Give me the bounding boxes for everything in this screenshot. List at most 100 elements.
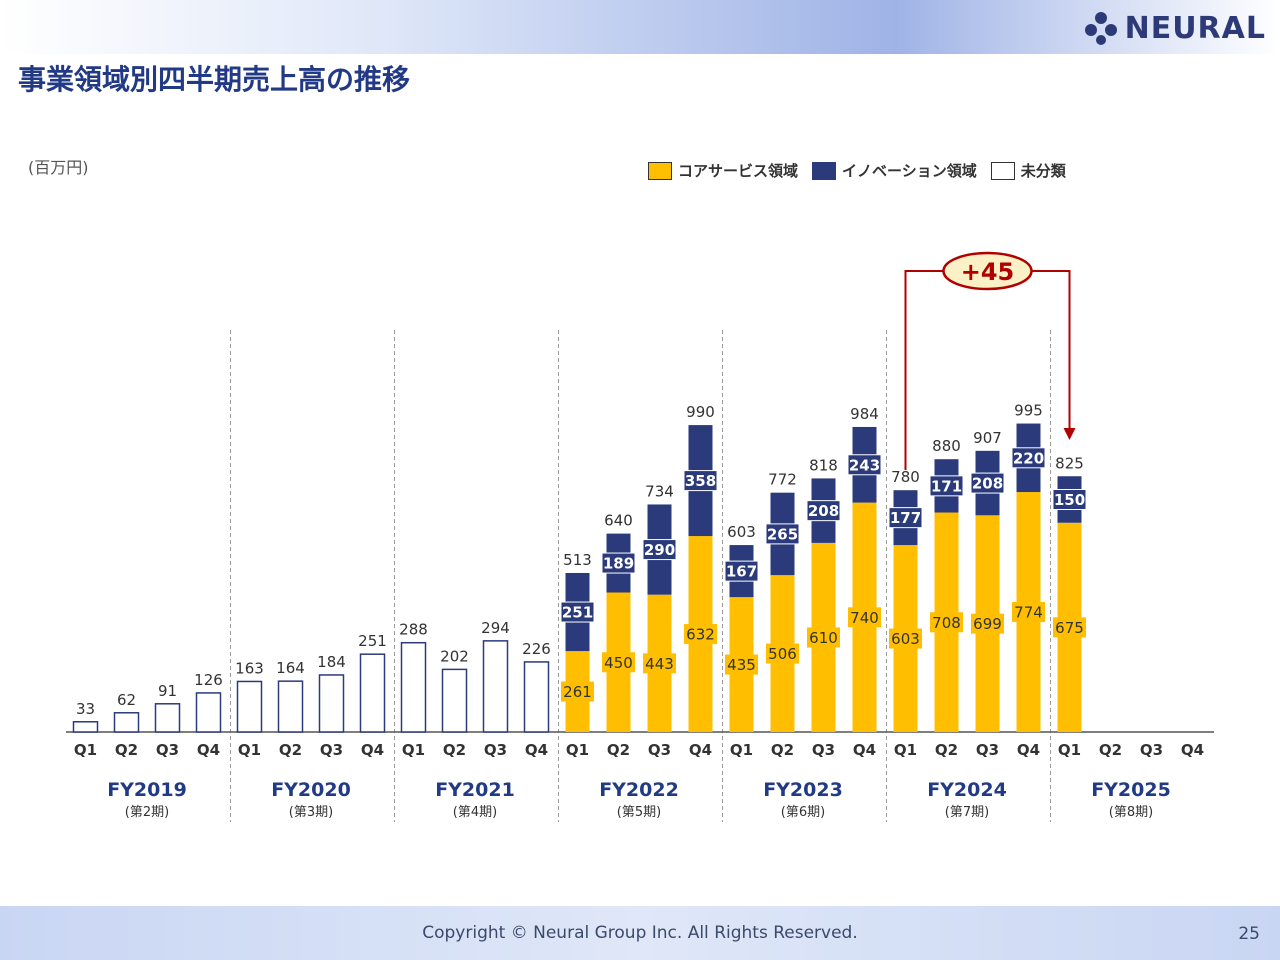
bar-total-label: 907 <box>973 429 1002 447</box>
bar-total-label: 640 <box>604 512 633 530</box>
core-value-label-bg <box>1012 602 1045 623</box>
core-value-label-bg <box>602 652 635 673</box>
page-number: 25 <box>1238 924 1260 944</box>
fiscal-year-label: FY2022 <box>599 779 679 801</box>
quarter-tick-label: Q4 <box>525 741 548 759</box>
fiscal-year-label: FY2021 <box>435 779 515 801</box>
quarter-tick-label: Q2 <box>607 741 630 759</box>
legend-label-core: コアサービス領域 <box>678 162 799 180</box>
innovation-value-label: 189 <box>603 555 634 573</box>
innovation-value-label-bg <box>560 601 595 623</box>
quarter-tick-label: Q4 <box>689 741 712 759</box>
fiscal-period-label: (第4期) <box>453 805 497 820</box>
annotation-arrowhead <box>1063 428 1076 440</box>
bar-total-label: 772 <box>768 471 797 489</box>
bar-unclassified <box>236 680 263 733</box>
fiscal-year-label: FY2023 <box>763 779 843 801</box>
bar-total-label: 91 <box>158 682 177 700</box>
bar-total-label: 294 <box>481 619 510 637</box>
quarter-tick-label: Q3 <box>976 741 999 759</box>
bar-unclassified <box>441 668 468 733</box>
quarter-tick-label: Q2 <box>115 741 138 759</box>
bar-total-label: 603 <box>727 523 756 541</box>
legend-item-unclassified: 未分類 <box>990 160 1066 181</box>
legend-label-unclassified: 未分類 <box>1020 162 1066 180</box>
core-value-label: 708 <box>932 614 961 632</box>
innovation-value-label-bg <box>683 470 718 492</box>
copyright-text: Copyright © Neural Group Inc. All Rights… <box>422 923 858 943</box>
core-value-label: 740 <box>850 609 879 627</box>
bar-unclassified <box>482 640 509 733</box>
quarter-tick-label: Q4 <box>197 741 220 759</box>
core-value-label-bg <box>643 653 676 674</box>
bar-total-label: 734 <box>645 482 674 500</box>
core-value-label-bg <box>766 643 799 664</box>
core-value-label: 774 <box>1014 604 1043 622</box>
quarter-tick-label: Q2 <box>443 741 466 759</box>
core-value-label: 675 <box>1055 619 1084 637</box>
page-title: 事業領域別四半期売上高の推移 <box>18 63 411 96</box>
core-value-label-bg <box>807 627 840 648</box>
core-value-label-bg <box>725 654 758 675</box>
core-value-label-bg <box>1053 617 1086 638</box>
bar-total-label: 251 <box>358 632 387 650</box>
core-value-label-bg <box>971 613 1004 634</box>
core-value-label: 506 <box>768 645 797 663</box>
bar-total-label: 780 <box>891 468 920 486</box>
bar-total-label: 33 <box>76 700 95 718</box>
fiscal-period-label: (第7期) <box>945 805 989 820</box>
logo-icon <box>1084 12 1117 45</box>
bar-total-label: 818 <box>809 456 838 474</box>
legend-swatch-unclassified <box>990 161 1015 180</box>
quarter-tick-label: Q1 <box>730 741 753 759</box>
innovation-value-label-bg <box>1011 447 1046 469</box>
core-value-label-bg <box>848 607 881 628</box>
innovation-value-label-bg <box>642 539 677 561</box>
quarter-tick-label: Q3 <box>1140 741 1163 759</box>
innovation-value-label: 177 <box>890 509 921 527</box>
bar-total-label: 62 <box>117 691 136 709</box>
core-value-label: 699 <box>973 615 1002 633</box>
core-value-label: 603 <box>891 630 920 648</box>
annotation-badge <box>942 251 1033 291</box>
innovation-value-label: 171 <box>931 477 962 495</box>
core-value-label-bg <box>684 624 717 645</box>
fiscal-year-label: FY2024 <box>927 779 1007 801</box>
innovation-value-label-bg <box>724 560 759 582</box>
fiscal-period-label: (第2期) <box>125 805 169 820</box>
bar-total-label: 226 <box>522 640 551 658</box>
bar-total-label: 164 <box>276 659 305 677</box>
quarter-tick-label: Q4 <box>853 741 876 759</box>
innovation-value-label: 167 <box>726 563 757 581</box>
quarter-tick-label: Q1 <box>402 741 425 759</box>
bar-unclassified <box>154 703 181 733</box>
fiscal-period-label: (第5期) <box>617 805 661 820</box>
bar-unclassified <box>318 674 345 733</box>
bar-total-label: 184 <box>317 653 346 671</box>
quarter-tick-label: Q3 <box>320 741 343 759</box>
bar-total-label: 163 <box>235 659 264 677</box>
bar-total-label: 513 <box>563 551 592 569</box>
innovation-value-label-bg <box>888 507 923 529</box>
legend-swatch-core <box>648 161 672 180</box>
fiscal-year-label: FY2025 <box>1091 779 1171 801</box>
quarter-tick-label: Q1 <box>74 741 97 759</box>
chart-legend: コアサービス領域 イノベーション領域 未分類 <box>648 160 1080 181</box>
innovation-value-label-bg <box>929 475 964 497</box>
innovation-value-label: 150 <box>1054 491 1085 509</box>
bar-total-label: 990 <box>686 403 715 421</box>
innovation-value-label: 358 <box>685 472 716 490</box>
bar-unclassified <box>359 653 386 733</box>
core-value-label: 450 <box>604 654 633 672</box>
innovation-value-label-bg <box>765 523 800 545</box>
quarter-tick-label: Q2 <box>279 741 302 759</box>
core-value-label: 632 <box>686 626 715 644</box>
innovation-value-label: 243 <box>849 456 880 474</box>
quarter-tick-label: Q4 <box>361 741 384 759</box>
bar-total-label: 825 <box>1055 454 1084 472</box>
innovation-value-label-bg <box>1052 489 1087 510</box>
bar-unclassified <box>523 661 550 733</box>
bar-unclassified <box>400 641 427 733</box>
quarter-tick-label: Q1 <box>894 741 917 759</box>
innovation-value-label: 251 <box>562 604 593 622</box>
